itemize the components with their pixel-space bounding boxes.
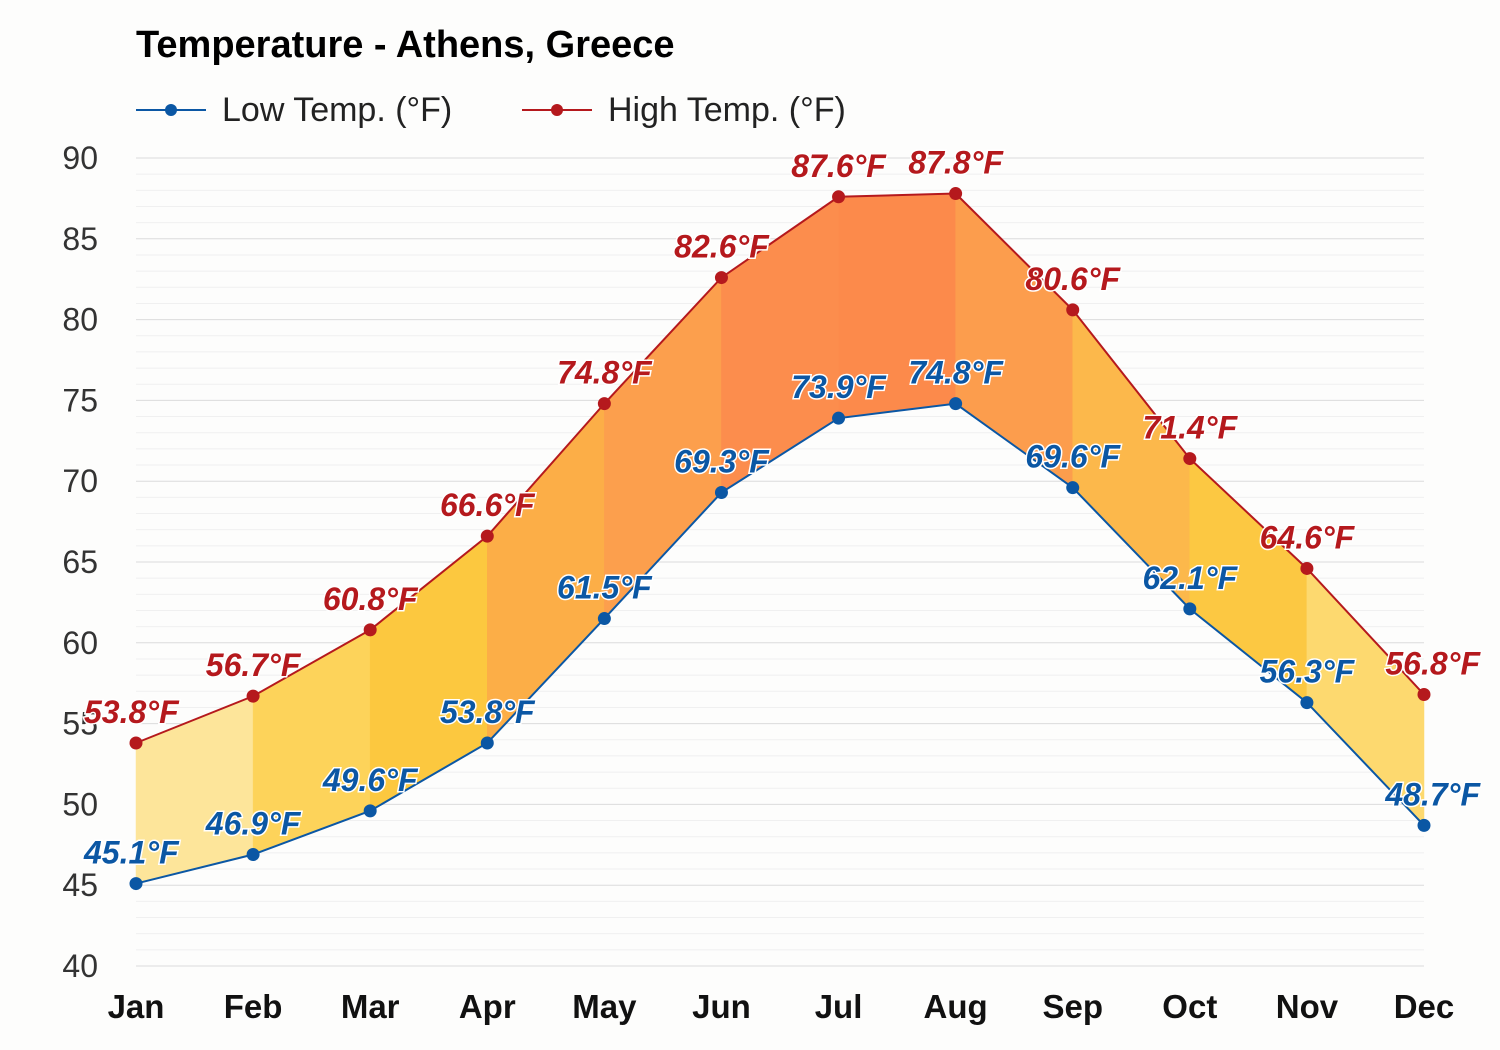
high-temp-point xyxy=(1066,303,1080,317)
low-temp-point xyxy=(832,411,846,425)
x-tick-label: Oct xyxy=(1162,988,1217,1025)
low-temp-point xyxy=(246,847,260,861)
high-temp-data-label: 74.8°F xyxy=(557,355,653,391)
x-tick-label: Mar xyxy=(341,988,400,1025)
low-temp-data-label: 48.7°F xyxy=(1384,776,1481,812)
low-temp-line xyxy=(135,402,1425,885)
low-temp-data-label: 45.1°F xyxy=(83,835,180,871)
low-temp-point xyxy=(949,397,963,411)
y-tick-label: 65 xyxy=(62,544,98,580)
low-temp-point xyxy=(129,877,143,891)
low-temp-point xyxy=(1183,602,1197,616)
legend-high-label: High Temp. (°F) xyxy=(608,90,846,129)
high-temp-data-label: 53.8°F xyxy=(84,694,180,730)
high-temp-point xyxy=(597,397,611,411)
y-tick-label: 45 xyxy=(62,867,98,903)
x-tick-label: Apr xyxy=(459,988,516,1025)
high-temp-data-label: 82.6°F xyxy=(674,229,770,265)
low-temp-data-label: 69.3°F xyxy=(674,444,770,480)
low-temp-data-label: 74.8°F xyxy=(908,355,1004,391)
x-tick-label: Jul xyxy=(815,988,863,1025)
low-temp-data-label: 69.6°F xyxy=(1025,439,1121,475)
high-temp-point xyxy=(480,529,494,543)
low-temp-data-label: 56.3°F xyxy=(1260,654,1356,690)
high-temp-point xyxy=(949,187,963,201)
high-temp-data-label: 56.8°F xyxy=(1385,646,1481,682)
low-temp-point xyxy=(1417,818,1431,832)
high-temp-data-label: 71.4°F xyxy=(1143,410,1239,446)
high-temp-data-label: 66.6°F xyxy=(440,487,536,523)
high-temp-point xyxy=(714,271,728,285)
x-tick-label: May xyxy=(572,988,637,1025)
low-temp-point xyxy=(714,486,728,500)
legend-low-swatch xyxy=(136,104,206,116)
x-tick-label: Jun xyxy=(692,988,751,1025)
low-temp-point xyxy=(1066,481,1080,495)
y-tick-label: 90 xyxy=(62,140,98,176)
high-temp-line xyxy=(135,192,1425,744)
x-tick-label: Nov xyxy=(1276,988,1339,1025)
high-temp-point xyxy=(129,736,143,750)
high-temp-data-label: 64.6°F xyxy=(1260,519,1356,555)
legend-high-swatch xyxy=(522,104,592,116)
x-tick-label: Dec xyxy=(1394,988,1455,1025)
y-tick-label: 85 xyxy=(62,221,98,257)
legend-item-low[interactable]: Low Temp. (°F) xyxy=(136,90,452,130)
high-temp-data-label: 87.8°F xyxy=(908,145,1004,181)
legend-item-high[interactable]: High Temp. (°F) xyxy=(522,90,846,130)
x-tick-label: Feb xyxy=(224,988,283,1025)
y-tick-label: 80 xyxy=(62,302,98,338)
y-tick-label: 50 xyxy=(62,786,98,822)
low-temp-data-label: 73.9°F xyxy=(791,369,887,405)
high-temp-point xyxy=(363,623,377,637)
low-temp-point xyxy=(363,804,377,818)
chart-title: Temperature - Athens, Greece xyxy=(136,24,675,66)
high-temp-data-label: 60.8°F xyxy=(323,581,419,617)
high-temp-point xyxy=(832,190,846,204)
low-temp-data-label: 49.6°F xyxy=(322,762,419,798)
high-temp-point xyxy=(1417,688,1431,702)
high-temp-data-label: 80.6°F xyxy=(1025,261,1121,297)
high-temp-data-label: 87.6°F xyxy=(791,148,887,184)
x-tick-label: Sep xyxy=(1042,988,1103,1025)
low-temp-data-label: 61.5°F xyxy=(557,570,653,606)
y-tick-label: 55 xyxy=(62,706,98,742)
y-tick-label: 70 xyxy=(62,463,98,499)
high-temp-point xyxy=(1300,561,1314,575)
low-temp-point xyxy=(480,736,494,750)
low-temp-data-label: 53.8°F xyxy=(440,694,536,730)
low-temp-data-label: 46.9°F xyxy=(205,805,302,841)
low-temp-point xyxy=(1300,696,1314,710)
x-tick-label: Jan xyxy=(108,988,165,1025)
high-temp-point xyxy=(1183,452,1197,466)
low-temp-point xyxy=(597,612,611,626)
y-tick-label: 40 xyxy=(62,948,98,984)
y-tick-label: 75 xyxy=(62,382,98,418)
x-tick-label: Aug xyxy=(924,988,988,1025)
legend-low-label: Low Temp. (°F) xyxy=(222,90,453,129)
y-tick-label: 60 xyxy=(62,625,98,661)
low-temp-data-label: 62.1°F xyxy=(1143,560,1239,596)
high-temp-point xyxy=(246,689,260,703)
high-temp-data-label: 56.7°F xyxy=(206,647,302,683)
